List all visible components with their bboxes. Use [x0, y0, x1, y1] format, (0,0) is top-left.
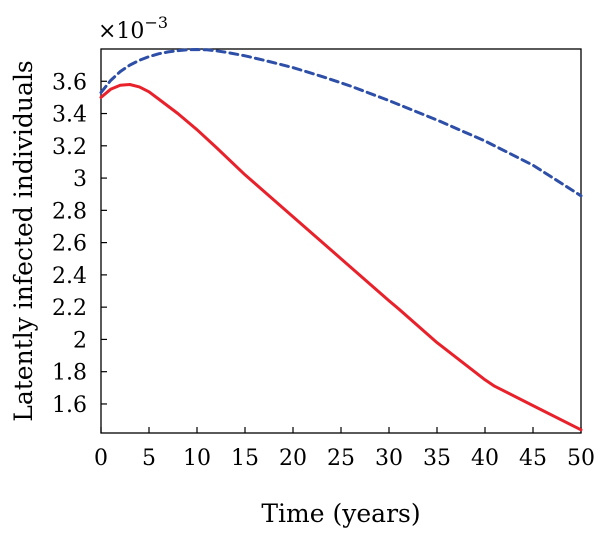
- y-tick-label: 3.6: [52, 70, 87, 95]
- series-layer: [99, 48, 583, 432]
- y-tick-label: 1.6: [52, 393, 87, 418]
- y-exponent-power: −3: [144, 13, 168, 32]
- y-tick-label: 3.4: [52, 103, 87, 128]
- series-line-solid: [99, 83, 583, 432]
- y-tick-label: 3.2: [52, 135, 87, 160]
- plot-area: [100, 48, 582, 434]
- x-tick-label: 25: [327, 446, 355, 471]
- x-tick-label: 5: [142, 446, 156, 471]
- y-exponent-label: ×10−3: [98, 13, 168, 44]
- plot-frame: [100, 48, 582, 434]
- y-tick-label: 3: [73, 167, 87, 192]
- x-tick-label: 35: [423, 446, 451, 471]
- x-tick-label: 40: [471, 446, 499, 471]
- x-tick-label: 0: [94, 446, 108, 471]
- y-tick-label: 2.4: [52, 264, 87, 289]
- x-axis-title: Time (years): [261, 499, 420, 528]
- x-tick-label: 10: [183, 446, 211, 471]
- x-tick-label: 15: [231, 446, 259, 471]
- x-tick-label: 30: [375, 446, 403, 471]
- x-tick-label: 45: [519, 446, 547, 471]
- y-tick-label: 2.2: [52, 296, 87, 321]
- y-axis-ticks: 1.6 1.8 2 2.2 2.4 2.6 2.8 3 3.2 3.4 3.6: [52, 70, 107, 418]
- y-tick-label: 1.8: [52, 361, 87, 386]
- y-axis-title: Latently infected individuals: [9, 60, 38, 422]
- x-tick-label: 20: [279, 446, 307, 471]
- x-tick-label: 50: [567, 446, 595, 471]
- x-axis-ticks: 0 5 10 15 20 25 30 35 40 45 50: [94, 427, 595, 471]
- y-tick-label: 2: [73, 328, 87, 353]
- series-line-dashed: [99, 48, 583, 198]
- y-tick-label: 2.8: [52, 199, 87, 224]
- y-tick-label: 2.6: [52, 232, 87, 257]
